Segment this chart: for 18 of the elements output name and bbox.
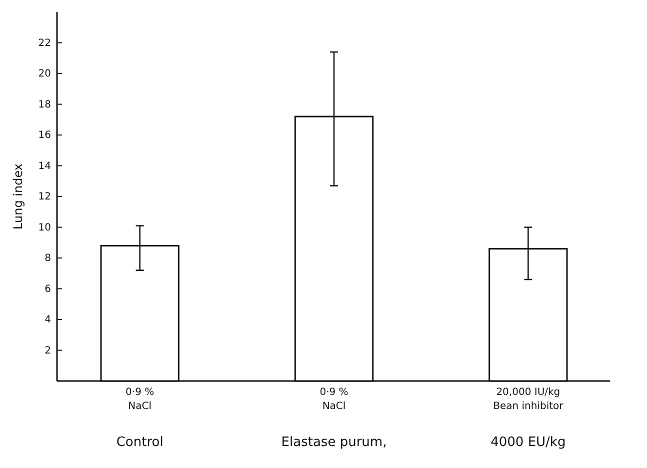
y-tick-label: 14 (38, 160, 51, 172)
text: 4000 EU/kg (490, 435, 566, 450)
y-tick-label: 20 (38, 68, 51, 80)
y-axis-title: Lung index (11, 164, 25, 230)
y-tick-label: 6 (44, 284, 51, 295)
y-tick-label: 18 (38, 99, 51, 110)
text: Elastase purum, (281, 435, 387, 450)
y-tick-label: 2 (44, 345, 51, 356)
y-tick-label: 16 (38, 130, 51, 142)
y-tick-label: 10 (38, 222, 51, 234)
y-tick-label: 4 (44, 314, 51, 326)
x-tick-label: 0·9 % NaCl (126, 387, 154, 412)
text: Control (116, 435, 164, 450)
y-tick-label: 22 (38, 38, 51, 49)
y-tick-label: 12 (38, 192, 51, 203)
x-tick-label: 20,000 IU/kg Bean inhibitor (493, 387, 564, 412)
y-tick-label: 8 (44, 253, 51, 264)
x-tick-label: 0·9 % NaCl (320, 387, 348, 412)
